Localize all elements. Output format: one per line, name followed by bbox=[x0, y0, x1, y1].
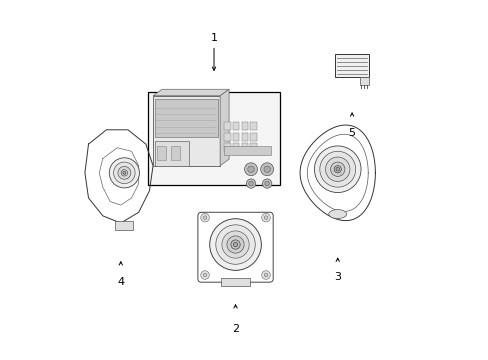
Circle shape bbox=[215, 225, 255, 264]
Bar bbox=[232, 122, 239, 130]
Bar bbox=[147, 92, 280, 185]
Text: 3: 3 bbox=[334, 272, 341, 282]
Circle shape bbox=[264, 216, 267, 220]
Circle shape bbox=[203, 273, 206, 277]
Ellipse shape bbox=[328, 210, 346, 219]
Circle shape bbox=[264, 273, 267, 277]
Bar bbox=[232, 133, 239, 140]
Circle shape bbox=[222, 231, 249, 258]
Circle shape bbox=[201, 271, 209, 279]
Bar bbox=[155, 140, 188, 166]
Bar bbox=[224, 133, 230, 140]
Text: 4: 4 bbox=[117, 277, 124, 287]
Bar bbox=[250, 122, 256, 130]
Bar bbox=[241, 143, 247, 151]
Circle shape bbox=[203, 216, 206, 220]
Circle shape bbox=[121, 170, 127, 176]
Circle shape bbox=[335, 167, 339, 171]
Text: 2: 2 bbox=[231, 324, 239, 334]
Circle shape bbox=[109, 158, 139, 188]
Circle shape bbox=[209, 219, 261, 270]
Circle shape bbox=[244, 163, 257, 176]
Circle shape bbox=[230, 240, 240, 249]
Bar bbox=[232, 143, 239, 151]
Circle shape bbox=[201, 213, 209, 222]
Text: 1: 1 bbox=[210, 33, 217, 43]
Circle shape bbox=[260, 163, 273, 176]
Bar bbox=[155, 99, 218, 137]
Circle shape bbox=[330, 162, 344, 176]
Bar bbox=[153, 96, 220, 166]
Circle shape bbox=[264, 166, 270, 172]
Circle shape bbox=[264, 181, 269, 186]
Bar bbox=[115, 221, 133, 230]
Bar bbox=[224, 122, 230, 130]
Circle shape bbox=[226, 236, 244, 253]
Bar bbox=[334, 54, 368, 77]
Circle shape bbox=[233, 242, 237, 247]
Bar bbox=[241, 133, 247, 140]
Circle shape bbox=[261, 213, 270, 222]
Circle shape bbox=[247, 166, 254, 172]
Circle shape bbox=[261, 271, 270, 279]
Text: 5: 5 bbox=[348, 129, 355, 138]
Bar bbox=[250, 133, 256, 140]
Bar bbox=[224, 143, 230, 151]
Bar bbox=[241, 122, 247, 130]
Circle shape bbox=[118, 166, 131, 179]
Bar bbox=[156, 146, 165, 160]
Circle shape bbox=[248, 181, 253, 186]
Circle shape bbox=[122, 171, 125, 174]
Bar bbox=[360, 77, 368, 85]
Bar bbox=[171, 146, 180, 160]
Polygon shape bbox=[220, 89, 228, 166]
Circle shape bbox=[246, 179, 255, 188]
Bar bbox=[221, 278, 249, 286]
Bar bbox=[250, 143, 256, 151]
Circle shape bbox=[113, 162, 135, 184]
Circle shape bbox=[314, 146, 360, 193]
Circle shape bbox=[333, 166, 341, 173]
Circle shape bbox=[262, 179, 271, 188]
Bar bbox=[224, 146, 270, 155]
Circle shape bbox=[319, 151, 355, 187]
Circle shape bbox=[325, 157, 349, 181]
Polygon shape bbox=[153, 89, 228, 96]
